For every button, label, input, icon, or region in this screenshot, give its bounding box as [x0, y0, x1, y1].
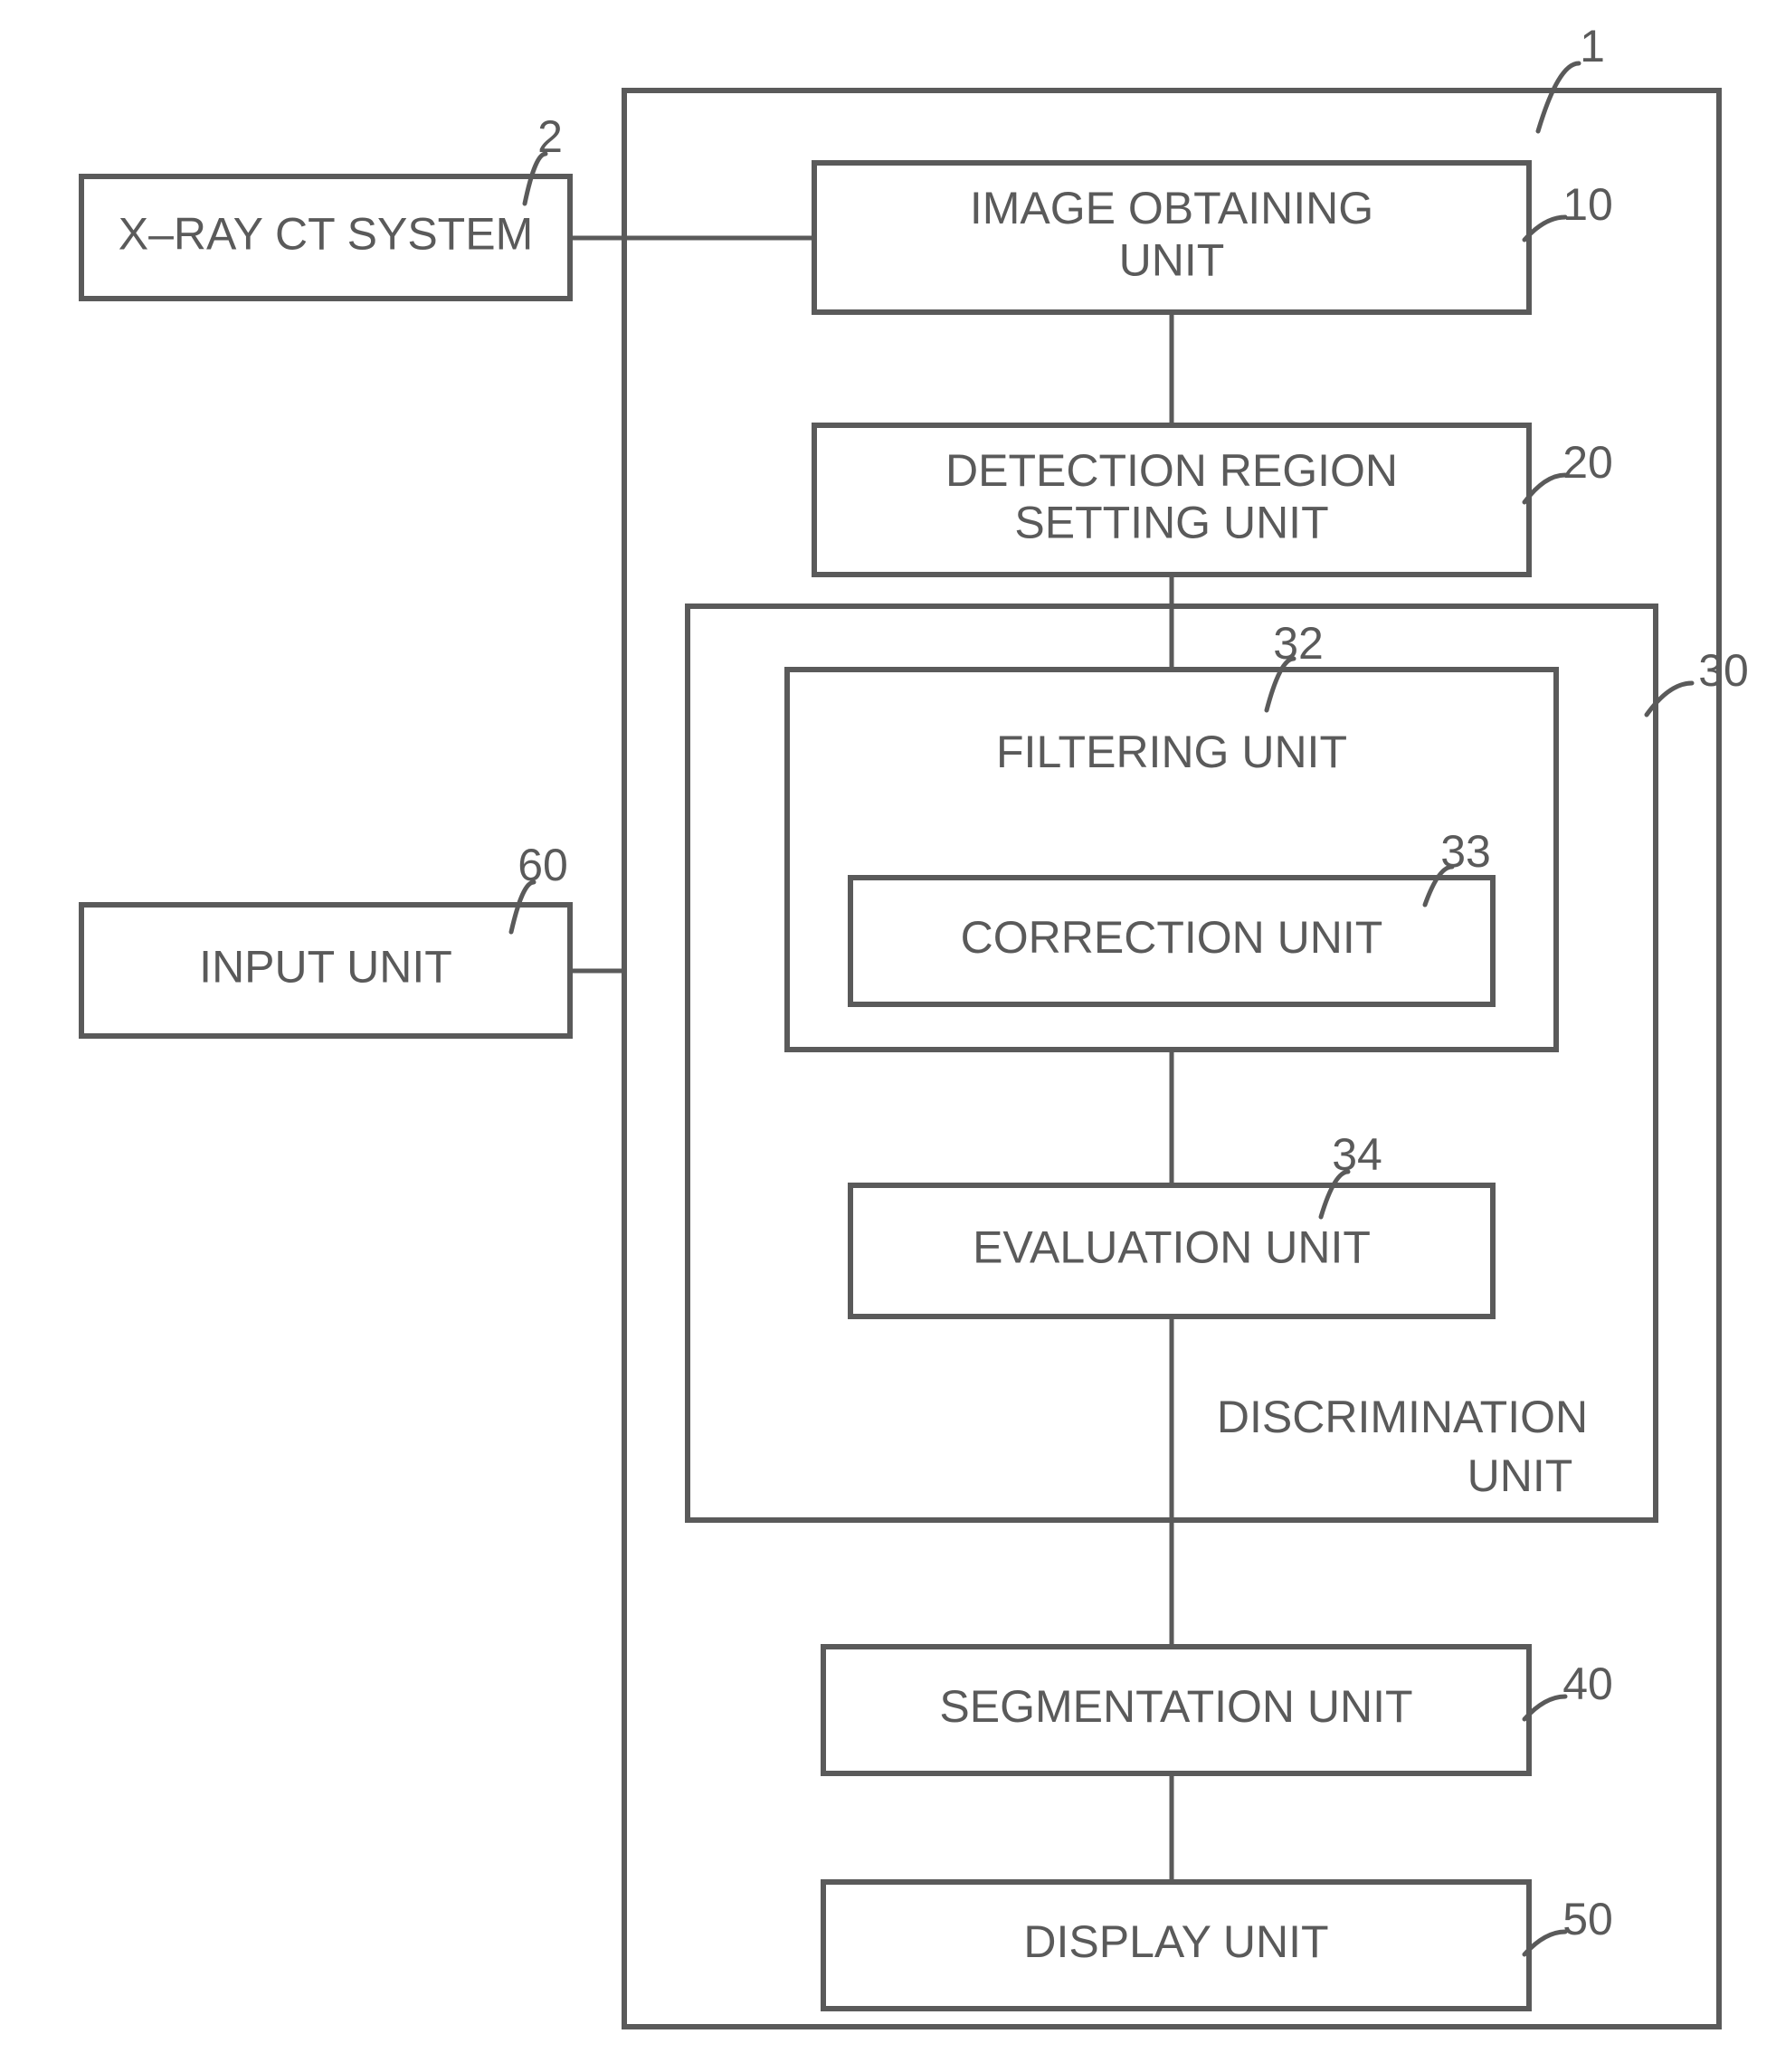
ref-input: 60 — [518, 840, 568, 890]
ref-imgobt: 10 — [1562, 179, 1613, 230]
ref-detreg: 20 — [1562, 437, 1613, 488]
ref-main: 1 — [1580, 21, 1605, 71]
label-xray: X–RAY CT SYSTEM — [119, 209, 533, 260]
label-seg: SEGMENTATION UNIT — [939, 1681, 1412, 1732]
ref-eval: 34 — [1332, 1129, 1382, 1180]
ref-disp: 50 — [1562, 1894, 1613, 1944]
ref-seg: 40 — [1562, 1659, 1613, 1709]
label-detreg-0: DETECTION REGION — [945, 445, 1398, 496]
label-disp: DISPLAY UNIT — [1023, 1916, 1328, 1967]
label-corr: CORRECTION UNIT — [961, 912, 1383, 963]
label-detreg-1: SETTING UNIT — [1014, 497, 1328, 547]
label-discrimination-1: DISCRIMINATION — [1217, 1392, 1588, 1442]
label-input: INPUT UNIT — [199, 942, 452, 993]
ref-discrimination: 30 — [1698, 645, 1749, 696]
label-imgobt-0: IMAGE OBTAINING — [970, 183, 1373, 233]
label-imgobt-1: UNIT — [1119, 234, 1225, 285]
ref-filtering: 32 — [1273, 618, 1324, 669]
label-eval: EVALUATION UNIT — [973, 1222, 1371, 1273]
label-discrimination-2: UNIT — [1467, 1450, 1573, 1501]
label-filtering: FILTERING UNIT — [996, 727, 1347, 777]
